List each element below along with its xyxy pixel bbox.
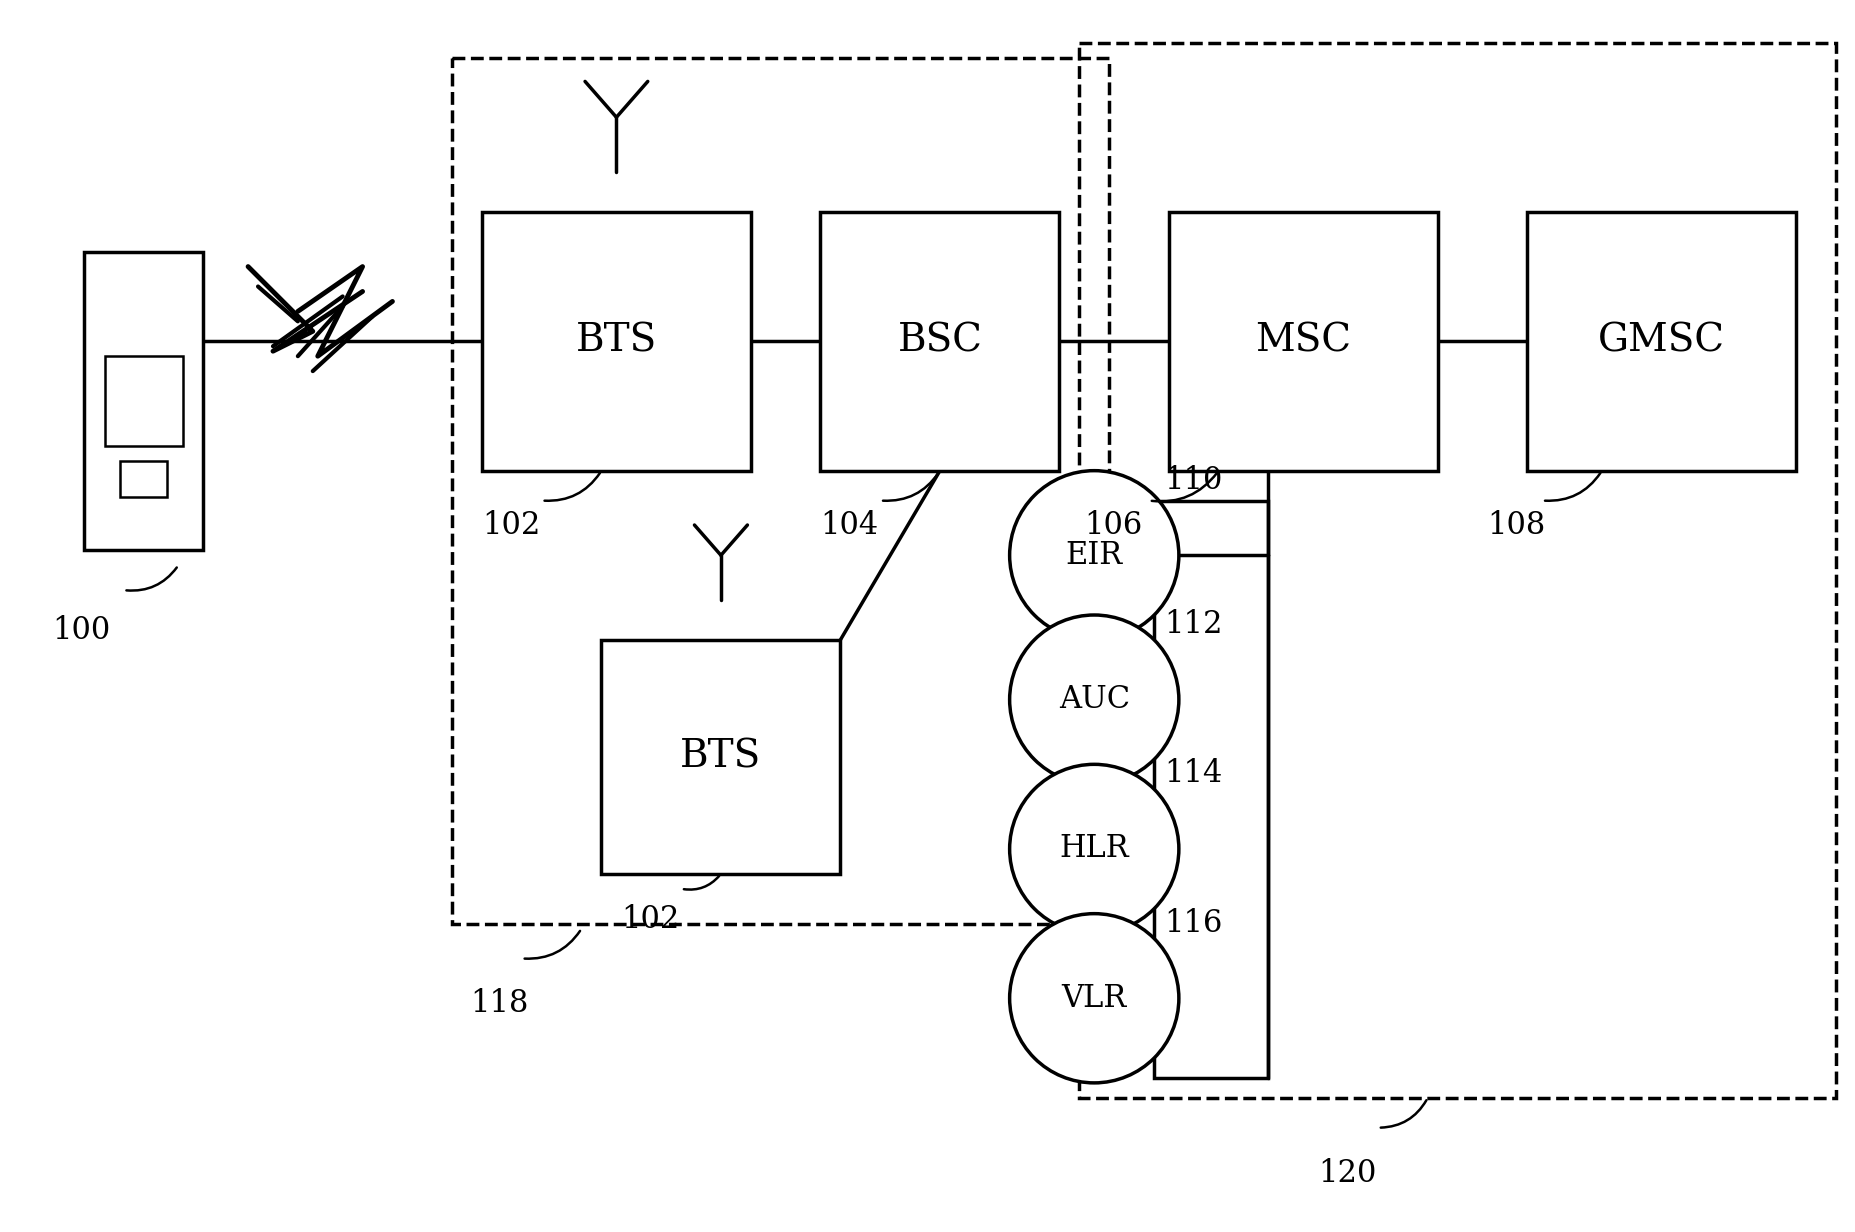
Bar: [820, 212, 1059, 471]
Text: 118: 118: [469, 988, 529, 1019]
Text: VLR: VLR: [1061, 983, 1126, 1014]
Text: AUC: AUC: [1059, 684, 1130, 715]
Text: 108: 108: [1488, 510, 1545, 542]
Bar: [453, 58, 1109, 924]
Bar: [121, 461, 167, 496]
Text: 110: 110: [1163, 464, 1222, 495]
Bar: [1080, 43, 1836, 1098]
Text: 100: 100: [52, 615, 109, 646]
Text: MSC: MSC: [1256, 323, 1350, 360]
Text: 112: 112: [1163, 609, 1222, 639]
Text: 104: 104: [820, 510, 879, 542]
Bar: [1527, 212, 1796, 471]
Text: 114: 114: [1163, 758, 1222, 790]
Bar: [83, 251, 204, 551]
Bar: [106, 356, 184, 446]
Text: 120: 120: [1319, 1158, 1376, 1189]
Text: BTS: BTS: [681, 738, 762, 775]
Text: 102: 102: [482, 510, 540, 542]
Text: 102: 102: [621, 904, 679, 935]
Circle shape: [1009, 615, 1180, 785]
Text: EIR: EIR: [1065, 540, 1122, 570]
Bar: [1154, 500, 1269, 1078]
Text: 106: 106: [1085, 510, 1143, 542]
Text: 116: 116: [1163, 908, 1222, 939]
Text: BSC: BSC: [898, 323, 983, 360]
Circle shape: [1009, 764, 1180, 934]
Text: BTS: BTS: [575, 323, 657, 360]
Bar: [482, 212, 751, 471]
Circle shape: [1009, 914, 1180, 1083]
Bar: [601, 639, 840, 873]
Text: HLR: HLR: [1059, 833, 1130, 865]
Circle shape: [1009, 471, 1180, 639]
Bar: [1169, 212, 1438, 471]
Text: GMSC: GMSC: [1599, 323, 1725, 360]
